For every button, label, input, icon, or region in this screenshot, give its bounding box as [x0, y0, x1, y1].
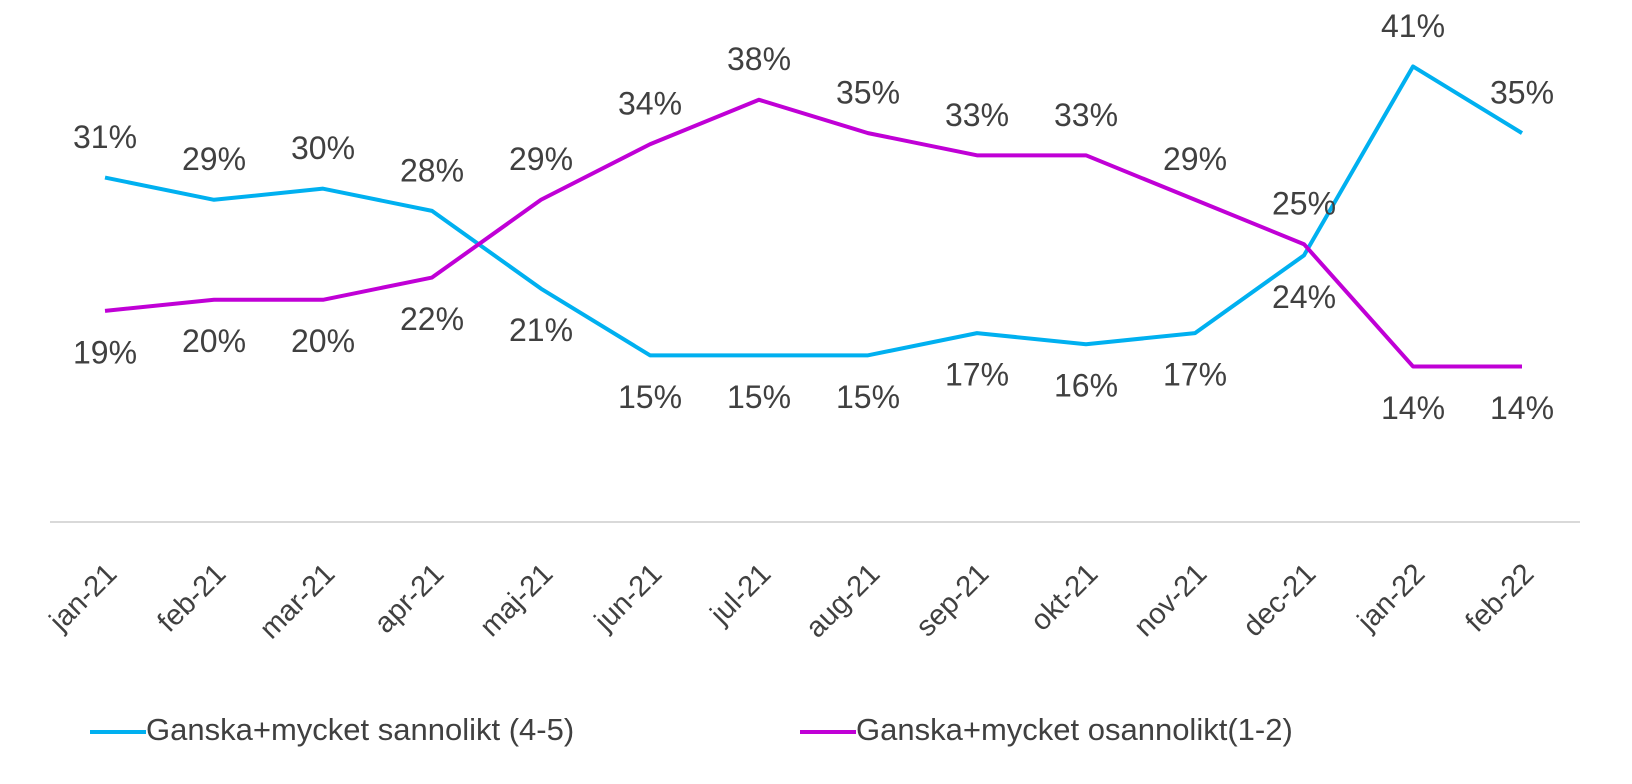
data-label: 33% — [1054, 97, 1118, 133]
data-label: 16% — [1054, 368, 1118, 404]
data-label: 33% — [945, 97, 1009, 133]
x-tick-label: sep-21 — [910, 558, 995, 643]
data-label: 34% — [618, 86, 682, 122]
x-tick-label: jul-21 — [704, 558, 777, 631]
data-label: 14% — [1381, 390, 1445, 426]
data-label: 35% — [836, 75, 900, 111]
data-label: 30% — [291, 130, 355, 166]
x-tick-label: apr-21 — [368, 558, 450, 640]
data-label: 17% — [1163, 357, 1227, 393]
data-label: 25% — [1272, 186, 1336, 222]
data-label: 38% — [727, 41, 791, 77]
data-label: 24% — [1272, 279, 1336, 315]
data-label: 17% — [945, 357, 1009, 393]
x-tick-label: jan-21 — [43, 558, 123, 638]
data-label: 35% — [1490, 75, 1554, 111]
x-tick-label: feb-22 — [1460, 558, 1541, 639]
data-label: 20% — [291, 323, 355, 359]
x-tick-label: okt-21 — [1025, 558, 1105, 638]
data-label: 41% — [1381, 8, 1445, 44]
data-label: 31% — [73, 119, 137, 155]
data-label: 20% — [182, 323, 246, 359]
x-tick-label: jun-21 — [588, 558, 668, 638]
x-tick-label: feb-21 — [152, 558, 233, 639]
data-label: 21% — [509, 312, 573, 348]
x-tick-label: jan-22 — [1351, 558, 1431, 638]
data-label: 29% — [182, 141, 246, 177]
x-tick-label: dec-21 — [1237, 558, 1322, 643]
legend-label: Ganska+mycket osannolikt(1-2) — [856, 712, 1293, 747]
data-label: 22% — [400, 301, 464, 337]
data-label: 29% — [509, 141, 573, 177]
series-line — [104, 64, 1524, 358]
series-line — [104, 97, 1522, 369]
data-label: 15% — [836, 379, 900, 415]
x-tick-label: mar-21 — [254, 558, 342, 646]
data-label: 28% — [400, 152, 464, 188]
x-tick-label: nov-21 — [1128, 558, 1213, 643]
data-label: 19% — [73, 334, 137, 370]
data-label: 14% — [1490, 390, 1554, 426]
x-tick-label: aug-21 — [800, 558, 886, 644]
data-label: 29% — [1163, 141, 1227, 177]
data-label: 15% — [618, 379, 682, 415]
legend-label: Ganska+mycket sannolikt (4-5) — [146, 712, 574, 747]
x-tick-label: maj-21 — [474, 558, 559, 643]
data-label: 15% — [727, 379, 791, 415]
